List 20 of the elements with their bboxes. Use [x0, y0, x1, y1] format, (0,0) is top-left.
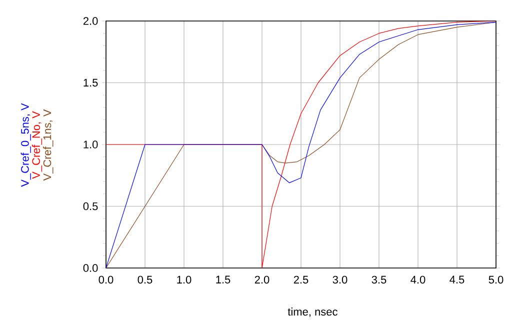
x-tick-label: 3.0	[332, 276, 348, 284]
x-tick-label: 5.0	[488, 276, 504, 284]
x-tick-label: 2.5	[294, 276, 308, 284]
x-tick-label: 4.0	[410, 276, 426, 284]
y-tick-label: 0.0	[83, 264, 98, 272]
text: V_Cref_0_5ns, V	[20, 103, 31, 187]
x-tick-label: 4.5	[450, 276, 464, 284]
text: V_Cref_1ns, V	[43, 109, 54, 181]
y-tick-label: 2.0	[83, 17, 98, 25]
x-tick-label: 0.5	[138, 276, 152, 284]
x-tick-label: 1.5	[216, 276, 230, 284]
y-tick-label: 1.5	[84, 78, 98, 87]
x-tick-label: 1.0	[177, 276, 192, 284]
x-tick-label: 0.0	[98, 276, 114, 284]
x-tick-label: 2.0	[254, 276, 270, 284]
y-tick-label: 0.5	[83, 202, 98, 210]
x-tick-label: 3.5	[372, 276, 386, 284]
y-tick-label: 1.0	[84, 140, 98, 148]
x-axis-title: time, nsec	[288, 308, 338, 317]
text: V_Cref_No, V	[32, 111, 42, 179]
